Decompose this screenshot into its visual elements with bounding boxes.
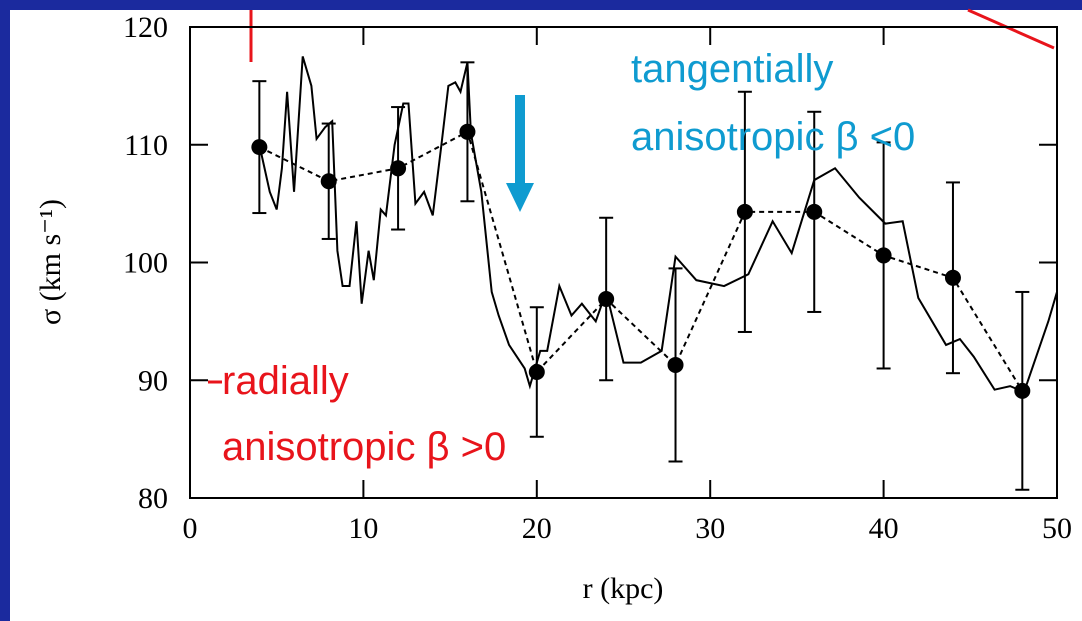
x-tick-label: 30 [695,512,725,545]
data-point [806,203,823,220]
x-tick-label: 20 [522,512,552,545]
arrow-head [506,183,534,212]
annotation: anisotropic β >0 [222,425,506,469]
data-point [390,160,407,177]
data-point [736,203,753,220]
annotation: anisotropic β <0 [631,115,915,159]
x-axis-label: r (kpc) [583,572,664,605]
y-tick-label: 100 [123,247,168,280]
x-tick-label: 40 [869,512,899,545]
annotation: tangentially [631,47,833,91]
data-point [1014,382,1031,399]
data-point [667,356,684,373]
red-mark [967,8,1055,50]
data-point [944,269,961,286]
data-line [258,56,1058,394]
data-point [320,173,337,190]
panel [10,10,1082,621]
annotation: radially [222,359,349,403]
x-tick-label: 0 [183,512,198,545]
x-tick-label: 10 [348,512,378,545]
x-tick-label: 50 [1042,512,1072,545]
data-point [598,291,615,308]
y-axis-label: σ (km s⁻¹) [34,199,67,325]
data-line [258,130,1024,392]
y-tick-label: 110 [124,129,168,162]
data-point [875,247,892,264]
y-tick-label: 90 [138,364,168,397]
y-tick-label: 80 [138,482,168,515]
data-point [251,139,268,156]
y-tick-label: 120 [123,11,168,44]
data-point [459,123,476,140]
data-point [528,364,545,381]
